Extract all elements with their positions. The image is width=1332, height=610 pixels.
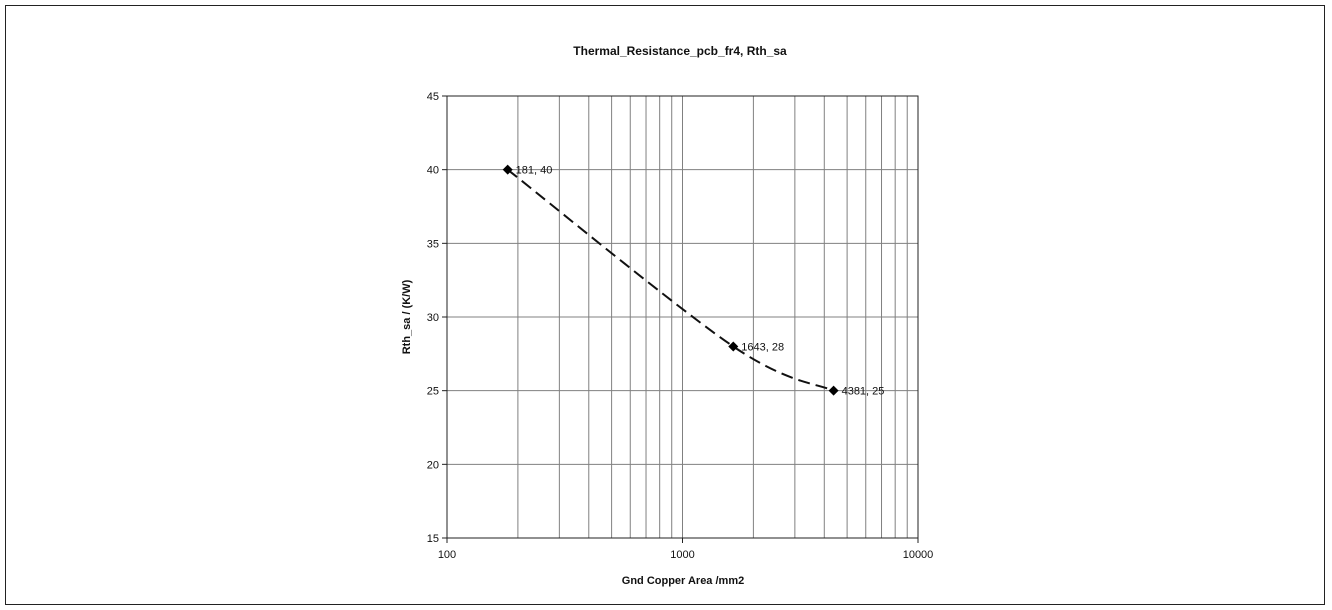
chart-title: Thermal_Resistance_pcb_fr4, Rth_sa xyxy=(573,44,787,58)
x-tick-label: 10000 xyxy=(903,549,934,561)
y-tick-label: 25 xyxy=(427,386,439,398)
y-tick-label: 30 xyxy=(427,312,439,324)
axis-ticks: 15 20 25 30 35 40 45 100 1000 10000 xyxy=(427,91,934,561)
data-label: 181, 40 xyxy=(516,165,553,177)
data-point-marker xyxy=(728,341,739,352)
y-tick-label: 15 xyxy=(427,533,439,545)
y-tick-label: 40 xyxy=(427,165,439,177)
series-points: 181, 40 1643, 28 4381, 25 xyxy=(502,164,885,398)
x-tick-label: 100 xyxy=(438,549,456,561)
y-tick-label: 35 xyxy=(427,238,439,250)
y-tick-label: 45 xyxy=(427,91,439,103)
series-line xyxy=(507,168,834,392)
x-tick-label: 1000 xyxy=(670,549,694,561)
grid xyxy=(447,96,918,538)
x-axis-title: Gnd Copper Area /mm2 xyxy=(622,575,744,587)
y-tick-label: 20 xyxy=(427,459,439,471)
y-axis-title: Rth_sa / (K/W) xyxy=(401,279,413,354)
data-point-marker xyxy=(502,164,513,175)
data-label: 1643, 28 xyxy=(741,341,784,353)
data-label: 4381, 25 xyxy=(842,386,885,398)
data-point-marker xyxy=(828,385,839,396)
chart-frame xyxy=(5,5,1325,605)
